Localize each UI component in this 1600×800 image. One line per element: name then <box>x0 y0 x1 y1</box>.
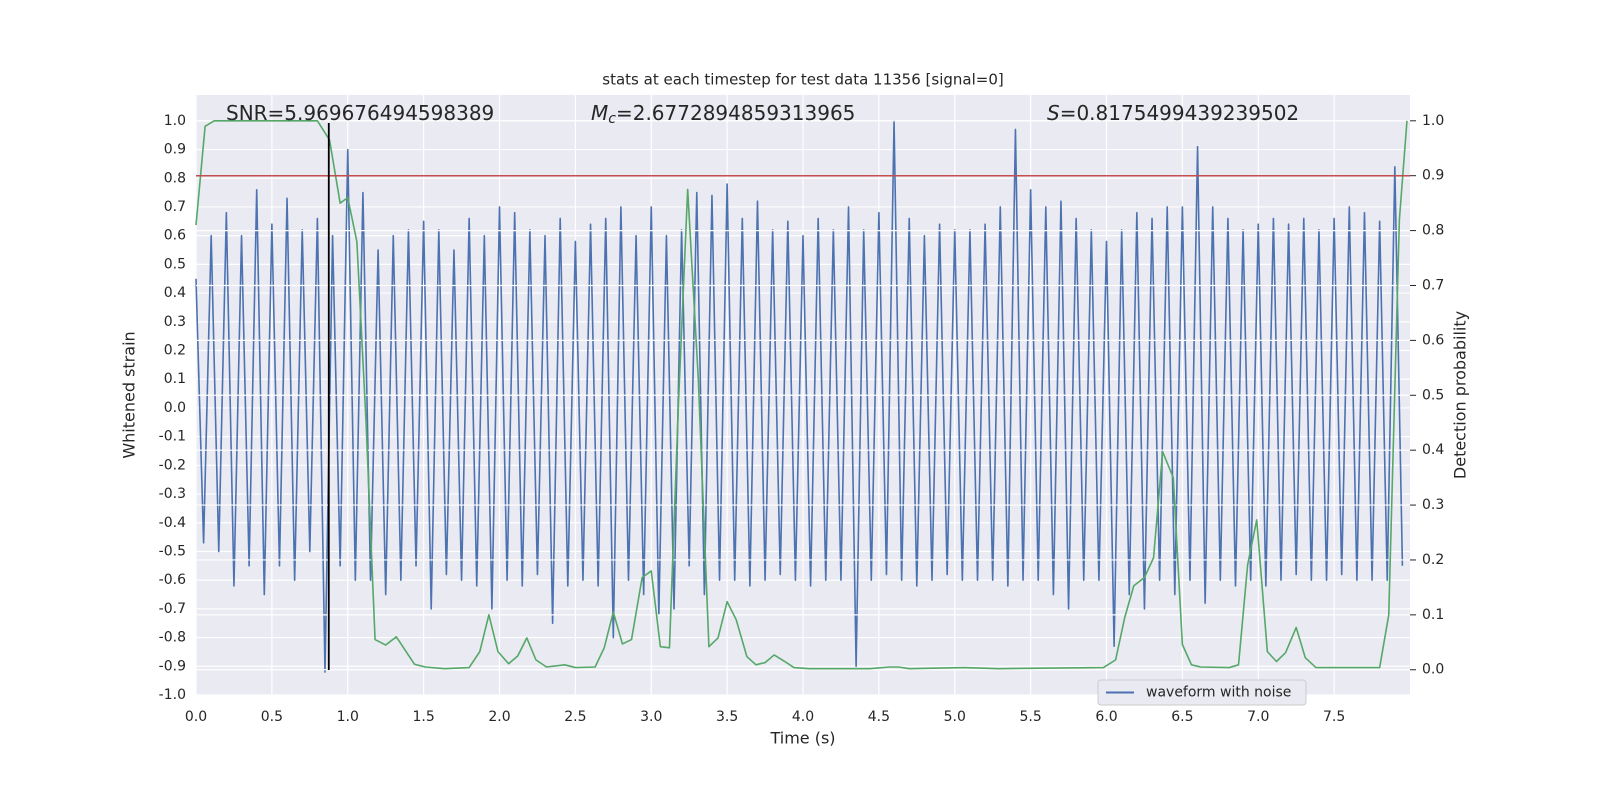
x-tick-label: 0.0 <box>185 709 207 725</box>
x-tick-label: 3.5 <box>716 709 738 725</box>
annotation: S=0.8175499439239502 <box>1047 101 1299 125</box>
legend-box <box>1097 679 1307 706</box>
y-tick-label: -0.5 <box>159 543 186 559</box>
x-tick-label: 4.5 <box>868 709 890 725</box>
y2-tick-label: 0.2 <box>1422 552 1444 568</box>
y2-tick-label: 0.3 <box>1422 497 1444 513</box>
annotation: Mc=2.6772894859313965 <box>591 101 855 128</box>
y-tick-label: 0.3 <box>164 314 186 330</box>
y-tick-label: -0.8 <box>159 630 186 646</box>
y-tick-label: 0.6 <box>164 228 186 244</box>
y2-tick-label: 0.0 <box>1422 662 1444 678</box>
x-tick-label: 1.0 <box>337 709 359 725</box>
x-tick-label: 5.5 <box>1019 709 1041 725</box>
x-tick-label: 2.5 <box>564 709 586 725</box>
y-tick-label: -0.4 <box>159 515 186 531</box>
x-tick-label: 0.5 <box>261 709 283 725</box>
annotation-symbol: S <box>1047 101 1060 125</box>
plot-area <box>195 95 1410 696</box>
y-tick-label: 0.9 <box>164 142 186 158</box>
y-tick-label: 0.4 <box>164 285 186 301</box>
y2-tick-label: 1.0 <box>1422 113 1444 129</box>
x-tick-label: 3.0 <box>640 709 662 725</box>
y-tick-label: -0.2 <box>159 457 186 473</box>
legend-label: waveform with noise <box>1146 685 1291 701</box>
y-tick-label: 0.1 <box>164 371 186 387</box>
y-tick-label: 1.0 <box>164 113 186 129</box>
y2-axis-label: Detection probability <box>1451 311 1470 479</box>
chart-title: stats at each timestep for test data 113… <box>602 71 1003 89</box>
y-tick-label: 0.0 <box>164 400 186 416</box>
y2-tick-label: 0.8 <box>1422 223 1444 239</box>
y2-tick-label: 0.9 <box>1422 168 1444 184</box>
y-tick-label: -0.9 <box>159 658 186 674</box>
x-tick-label: 1.5 <box>412 709 434 725</box>
annotation-subscript: c <box>608 111 616 127</box>
x-tick-label: 6.0 <box>1095 709 1117 725</box>
y2-tick-label: 0.6 <box>1422 332 1444 348</box>
y2-tick-label: 0.5 <box>1422 387 1444 403</box>
annotation-symbol: M <box>591 101 608 125</box>
y2-tick-label: 0.4 <box>1422 442 1444 458</box>
y-axis-label: Whitened strain <box>120 331 139 458</box>
y-tick-label: 0.7 <box>164 199 186 215</box>
y-tick-label: -0.7 <box>159 601 186 617</box>
y-tick-label: 0.2 <box>164 343 186 359</box>
y-tick-label: -0.3 <box>159 486 186 502</box>
y-tick-label: 0.5 <box>164 256 186 272</box>
x-tick-label: 4.0 <box>792 709 814 725</box>
y-tick-label: -1.0 <box>159 687 186 703</box>
x-tick-label: 2.0 <box>488 709 510 725</box>
annotation: SNR=5.969676494598389 <box>226 101 494 125</box>
y2-tick-label: 0.7 <box>1422 277 1444 293</box>
annotation-text: =2.6772894859313965 <box>616 101 855 125</box>
data-line <box>195 120 1408 670</box>
y-tick-label: -0.1 <box>159 429 186 445</box>
x-tick-label: 7.5 <box>1323 709 1345 725</box>
y-tick-label: 0.8 <box>164 170 186 186</box>
x-tick-label: 7.0 <box>1247 709 1269 725</box>
y-tick-label: -0.6 <box>159 572 186 588</box>
x-tick-label: 6.5 <box>1171 709 1193 725</box>
x-axis-label: Time (s) <box>769 729 835 748</box>
y2-tick-label: 0.1 <box>1422 607 1444 623</box>
annotation-text: SNR=5.969676494598389 <box>226 101 494 125</box>
data-line <box>195 120 1404 673</box>
x-tick-label: 5.0 <box>944 709 966 725</box>
annotation-text: =0.8175499439239502 <box>1060 101 1299 125</box>
